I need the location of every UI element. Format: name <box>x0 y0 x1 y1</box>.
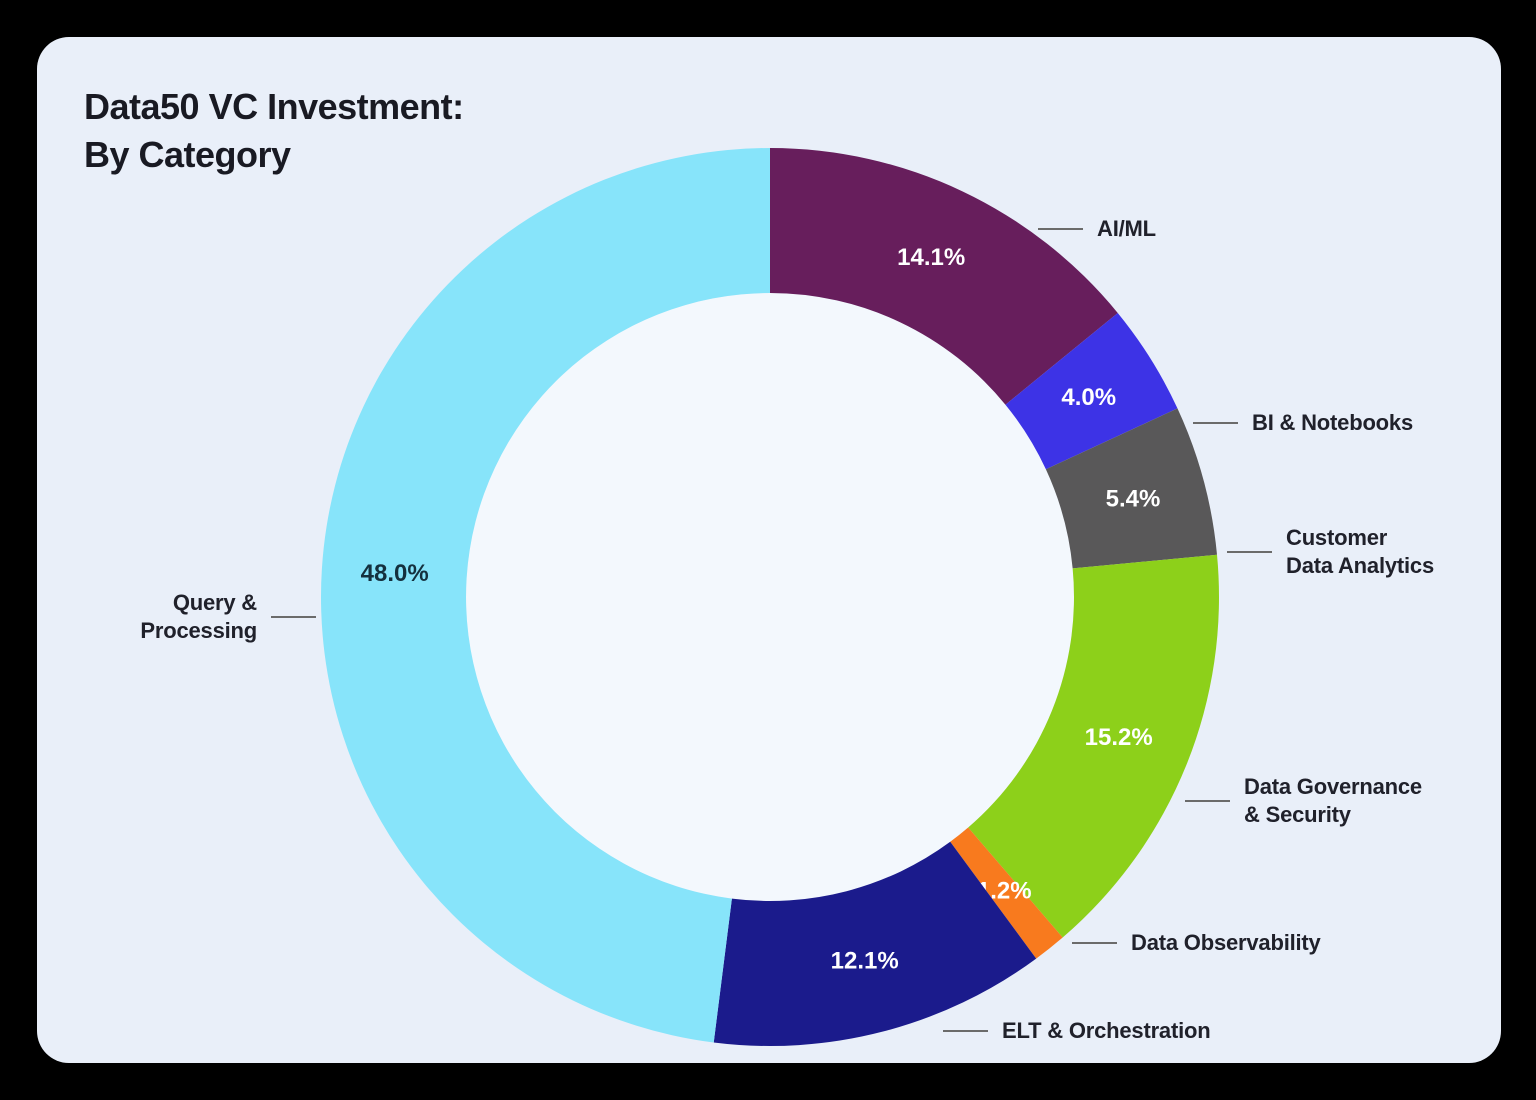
chart-title: Data50 VC Investment: By Category <box>84 83 464 179</box>
donut-segment-query-processing <box>321 148 770 1043</box>
category-label-customer-data-analytics: Customer Data Analytics <box>1286 525 1434 578</box>
value-label-ai-ml: 14.1% <box>897 244 965 271</box>
category-label-ai-ml: AI/ML <box>1097 216 1156 241</box>
value-label-elt-orchestration: 12.1% <box>831 947 899 974</box>
chart-title-line-2: By Category <box>84 134 291 175</box>
chart-title-line-1: Data50 VC Investment: <box>84 86 464 127</box>
category-callout-query-processing: Query & Processing <box>127 589 316 645</box>
category-label-query-processing: Query & Processing <box>140 590 257 643</box>
connector-line <box>1193 422 1238 424</box>
donut-segment-data-observability <box>950 827 1063 959</box>
category-label-data-observability: Data Observability <box>1131 930 1321 955</box>
chart-card: Data50 VC Investment: By Category 14.1% 4… <box>37 37 1501 1063</box>
donut-segment-customer-data-analytics <box>1045 408 1218 569</box>
category-callout-elt-orchestration: ELT & Orchestration <box>943 1017 1211 1045</box>
donut-chart: 14.1%4.0%5.4%15.2%1.2%12.1%48.0% <box>321 148 1220 1046</box>
category-label-bi-notebooks: BI & Notebooks <box>1252 410 1413 435</box>
connector-line <box>1185 800 1230 802</box>
donut-segment-bi-notebooks <box>1005 312 1178 470</box>
connector-line <box>271 616 316 618</box>
category-label-data-governance-security: Data Governance & Security <box>1244 774 1422 827</box>
value-label-customer-data-analytics: 5.4% <box>1106 485 1161 512</box>
category-callout-ai-ml: AI/ML <box>1038 215 1156 243</box>
value-label-data-governance-security: 15.2% <box>1085 724 1153 751</box>
value-label-bi-notebooks: 4.0% <box>1061 384 1116 411</box>
category-callout-bi-notebooks: BI & Notebooks <box>1193 409 1413 437</box>
connector-line <box>1227 551 1272 553</box>
connector-line <box>1038 228 1083 230</box>
category-callout-data-observability: Data Observability <box>1072 929 1321 957</box>
category-callout-customer-data-analytics: Customer Data Analytics <box>1227 524 1434 580</box>
donut-segment-ai-ml <box>770 148 1118 405</box>
category-label-elt-orchestration: ELT & Orchestration <box>1002 1018 1211 1043</box>
connector-line <box>1072 942 1117 944</box>
value-label-query-processing: 48.0% <box>361 560 429 587</box>
connector-line <box>943 1030 988 1032</box>
donut-hole <box>466 293 1074 901</box>
donut-segment-elt-orchestration <box>713 841 1037 1046</box>
category-callout-data-governance-security: Data Governance & Security <box>1185 773 1422 829</box>
donut-segment-data-governance-security <box>968 554 1220 938</box>
